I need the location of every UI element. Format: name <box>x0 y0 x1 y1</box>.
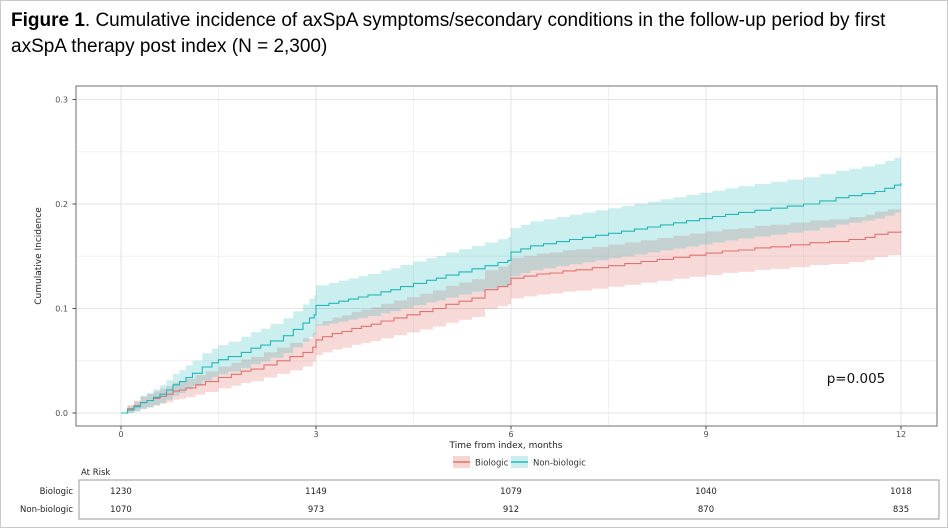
figure-caption: . Cumulative incidence of axSpA symptoms… <box>11 10 886 57</box>
at-risk-value: 1230 <box>110 487 132 497</box>
confidence-bands <box>121 155 901 413</box>
p-value-annotation: p=0.005 <box>827 371 886 387</box>
x-tick-label: 3 <box>313 430 318 439</box>
at-risk-value: 973 <box>308 505 324 515</box>
at-risk-values: 1230 1149 1079 1040 1018 1070 973 912 870 835 <box>110 487 912 515</box>
curve-biologic <box>121 231 902 414</box>
legend: Biologic Non-biologic <box>453 456 586 469</box>
at-risk-table: At Risk Biologic Non-biologic 1230 1149 10… <box>20 468 940 520</box>
x-tick-label: 9 <box>703 430 708 439</box>
plot-panel-border <box>75 85 938 427</box>
y-tick-label: 0.1 <box>55 304 68 313</box>
survival-curves <box>121 183 902 414</box>
curve-non-biologic <box>121 183 902 414</box>
at-risk-value: 870 <box>698 505 714 515</box>
at-risk-value: 835 <box>893 505 909 515</box>
at-risk-value: 1149 <box>305 487 327 497</box>
x-tick-label: 0 <box>118 430 123 439</box>
axis-ticks: 0 3 6 9 12 0.0 0.1 0.2 0.3 <box>55 95 906 439</box>
y-tick-label: 0.2 <box>55 200 68 209</box>
ci-band-biologic <box>121 208 901 413</box>
figure-number: Figure 1 <box>11 10 85 31</box>
at-risk-value: 1018 <box>890 487 912 497</box>
x-tick-label: 6 <box>508 430 513 439</box>
x-tick-label: 12 <box>896 430 906 439</box>
at-risk-value: 1070 <box>110 505 132 515</box>
ci-band-non-biologic <box>121 155 901 413</box>
legend-label-non-biologic: Non-biologic <box>533 459 586 469</box>
y-axis-title: Cumulative Incidence <box>34 207 44 305</box>
at-risk-value: 1040 <box>695 487 717 497</box>
legend-label-biologic: Biologic <box>475 459 509 469</box>
at-risk-row-label-biologic: Biologic <box>40 487 74 497</box>
at-risk-box <box>78 479 940 520</box>
figure-title: Figure 1. Cumulative incidence of axSpA … <box>11 8 939 59</box>
at-risk-value: 1079 <box>500 487 522 497</box>
y-tick-label: 0.0 <box>55 409 68 418</box>
at-risk-value: 912 <box>503 505 519 515</box>
cumulative-incidence-chart: 0 3 6 9 120.00.10.20.3 Cumulative Incidence … <box>20 85 940 520</box>
at-risk-header: At Risk <box>81 468 110 478</box>
x-axis-title: Time from index, months <box>449 441 563 451</box>
y-tick-label: 0.3 <box>55 95 68 104</box>
at-risk-row-label-non-biologic: Non-biologic <box>20 505 73 515</box>
